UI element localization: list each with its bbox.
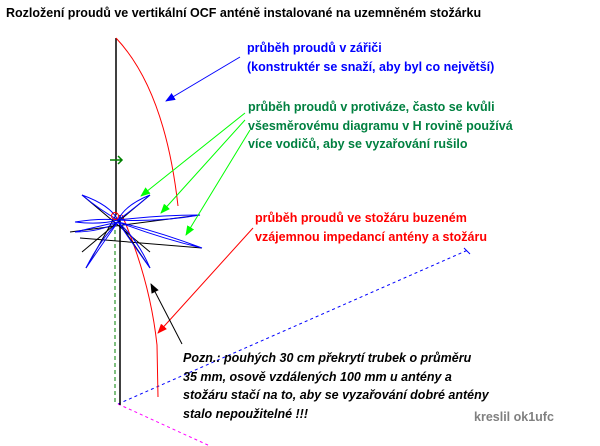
author-credit: kreslil ok1ufc xyxy=(474,410,554,424)
radiator-current-curve xyxy=(115,37,179,207)
arrow-radiator xyxy=(165,56,241,102)
label-mast-current: průběh proudů ve stožáru buzeném vzájemn… xyxy=(255,209,487,246)
page-title: Rozložení proudů ve vertikální OCF antén… xyxy=(6,6,482,20)
axis-end-tick xyxy=(463,247,471,255)
label-line: všesměrovému diagramu v H rovině používá xyxy=(248,118,513,133)
label-line: stalo nepoužitelné !!! xyxy=(183,406,308,421)
arrow-mast xyxy=(157,227,254,334)
note-text: Pozn.: pouhých 30 cm překrytí trubek o p… xyxy=(183,349,489,423)
label-line: (konstruktér se snaží, aby byl co největ… xyxy=(247,59,495,74)
counterpoise-current-lobes xyxy=(74,194,203,269)
arrow-counterpoise-2 xyxy=(160,119,246,214)
ground-axis-blue xyxy=(117,249,469,405)
mast-current-curve xyxy=(121,214,159,398)
label-counterpoise-current: průběh proudů v protiváze, často se kvůl… xyxy=(248,98,513,154)
label-line: průběh proudů v zářiči xyxy=(247,41,382,55)
label-line: více vodičů, aby se vyzařování rušilo xyxy=(248,137,468,151)
label-line: vzájemnou impedancí antény a stožáru xyxy=(255,229,488,244)
label-line: stožáru stačí na to, aby se vyzařování d… xyxy=(183,388,489,402)
arrow-counterpoise-3 xyxy=(185,129,251,236)
arrow-counterpoise-1 xyxy=(140,112,246,197)
arrow-note xyxy=(150,283,183,345)
label-line: 35 mm, osově vzdálených 100 mm u antény … xyxy=(183,369,452,384)
feed-point xyxy=(111,212,119,220)
label-radiator-current: průběh proudů v zářiči (konstruktér se s… xyxy=(247,39,494,76)
label-line: průběh proudů v protiváze, často se kvůl… xyxy=(248,100,495,114)
label-line: průběh proudů ve stožáru buzeném xyxy=(255,211,467,225)
radiator-feed-marker xyxy=(110,155,124,165)
label-line: Pozn.: pouhých 30 cm překrytí trubek o p… xyxy=(183,351,472,365)
ground-axis-magenta xyxy=(117,403,211,446)
